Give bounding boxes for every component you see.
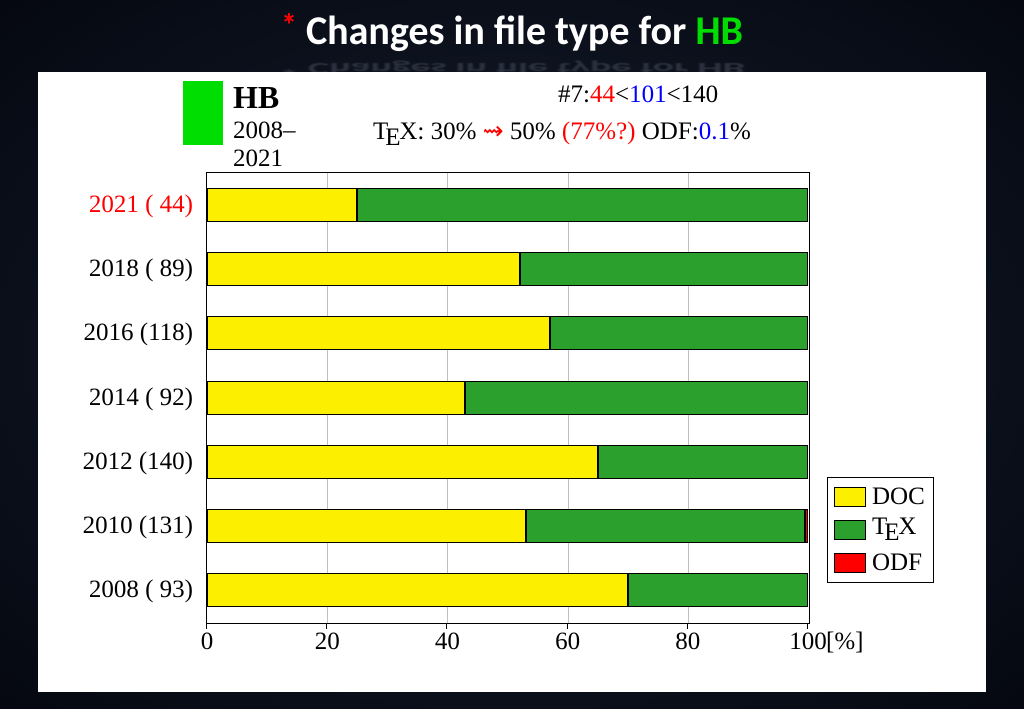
odf-label: ODF: [642,118,699,145]
slide-title: * Changes in file type for HB [0,6,1024,55]
bar-segment-tex [628,573,808,607]
x-tick-label: 40 [435,628,460,656]
x-axis-unit: [%] [826,628,863,656]
x-tick-label: 60 [555,628,580,656]
bar-row [207,509,809,543]
stats-mid: 101 [629,81,667,108]
chart-panel: HB 2008–2021 #7:44<101<140 TEX: 30% ⇝ 50… [38,72,986,692]
bar-segment-tex [465,381,808,415]
bar-segment-tex [520,252,808,286]
bar-row [207,445,809,479]
bar-row [207,381,809,415]
legend: DOCTEXODF [827,477,934,583]
bar-row [207,316,809,350]
odf-pct: % [730,118,751,145]
y-axis-label: 2010 (131) [0,509,193,543]
bar-row [207,252,809,286]
legend-item-tex: TEX [834,512,925,548]
bar-segment-doc [207,509,526,543]
tex-arrow: ⇝ [483,118,504,145]
legend-label: TEX [872,512,916,548]
bar-segment-doc [207,445,598,479]
plot-area: 2021 ( 44)2018 ( 89)2016 (118)2014 ( 92)… [206,172,810,624]
hb-swatch [183,81,223,145]
stats-top: #7:44<101<140 [558,81,718,109]
bar-segment-tex [550,316,808,350]
bar-segment-odf [805,509,808,543]
legend-swatch [834,487,866,507]
x-tick-label: 20 [315,628,340,656]
odf-val: 0.1 [699,118,730,145]
bar-segment-tex [526,509,805,543]
tex-val2: 50% [510,118,556,145]
x-tick-label: 0 [201,628,214,656]
legend-swatch [834,553,866,573]
title-text: Changes in file type for [297,6,695,55]
title-asterisk: * [281,6,297,45]
y-axis-label: 2008 ( 93) [0,573,193,607]
stats-prefix: #7: [558,81,590,108]
legend-item-odf: ODF [834,548,925,578]
bar-segment-doc [207,316,550,350]
title-hb: HB [695,6,743,55]
bar-segment-tex [357,188,808,222]
legend-label: ODF [872,548,922,578]
legend-label: DOC [872,482,925,512]
bar-segment-tex [598,445,808,479]
y-axis-label: 2021 ( 44) [0,188,193,222]
y-axis-label: 2014 ( 92) [0,381,193,415]
bar-row [207,188,809,222]
y-axis-label: 2012 (140) [0,445,193,479]
stats-lt1: < [615,81,629,108]
x-tick-label: 100 [789,628,827,656]
hb-big-label: HB [233,79,279,116]
legend-item-doc: DOC [834,482,925,512]
stats-bottom: TEX: 30% ⇝ 50% (77%?) ODF:0.1% [373,116,751,152]
stats-high: 140 [681,81,719,108]
stats-low: 44 [590,81,615,108]
y-axis-label: 2016 (118) [0,316,193,350]
bar-segment-doc [207,252,520,286]
tex-paren: (77%?) [562,118,636,145]
bar-segment-doc [207,188,357,222]
bar-row [207,573,809,607]
tex-label: TEX: [373,118,424,145]
hb-years: 2008–2021 [233,117,296,173]
stats-lt2: < [667,81,681,108]
x-tick-label: 80 [675,628,700,656]
bar-segment-doc [207,381,465,415]
legend-swatch [834,520,866,540]
tex-val1: 30% [431,118,477,145]
y-axis-label: 2018 ( 89) [0,252,193,286]
bar-segment-doc [207,573,628,607]
